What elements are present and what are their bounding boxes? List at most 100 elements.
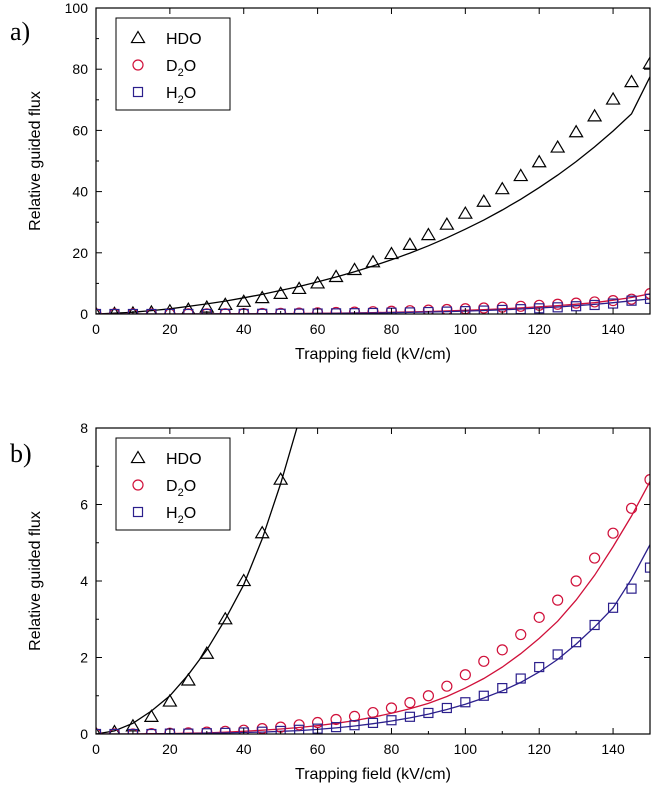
data-point-h2o (404, 307, 416, 314)
data-point-hdo (109, 306, 120, 314)
data-point-d2o (478, 302, 490, 314)
legend-label-h2o: H2O (166, 85, 196, 106)
data-point-hdo (181, 302, 196, 314)
data-point-h2o (441, 306, 452, 314)
data-point-h2o (146, 308, 157, 314)
data-point-d2o (459, 669, 471, 681)
data-point-hdo (568, 124, 584, 138)
data-point-h2o (626, 583, 637, 594)
data-point-d2o (644, 474, 650, 486)
data-point-d2o (533, 611, 545, 623)
data-point-h2o (644, 293, 650, 304)
data-point-h2o (386, 715, 397, 726)
chart-panel-b: b) 0 20 40 60 80 100 120 140 0 2 4 6 8 Trapping field … (10, 420, 651, 783)
data-point-hdo (162, 693, 178, 707)
data-point-h2o (367, 717, 379, 729)
data-point-hdo (254, 290, 270, 304)
data-point-d2o (348, 710, 361, 723)
data-point-d2o (385, 702, 398, 714)
data-point-d2o (422, 690, 434, 702)
data-point-h2o (201, 728, 212, 734)
data-point-hdo (291, 281, 307, 295)
y-tick-label: 80 (72, 61, 88, 77)
data-point-hdo (623, 74, 640, 88)
data-point-h2o (589, 299, 600, 311)
data-point-h2o (478, 305, 489, 314)
x-tick-label: 20 (162, 321, 178, 337)
data-point-hdo (439, 216, 455, 230)
data-point-d2o (312, 716, 324, 729)
data-point-hdo (328, 269, 344, 283)
x-tick-label: 40 (236, 321, 252, 337)
data-point-hdo (217, 611, 233, 625)
data-point-h2o (497, 682, 508, 694)
data-point-h2o (552, 302, 563, 313)
data-point-hdo (476, 194, 492, 207)
data-point-d2o (496, 644, 508, 656)
data-point-hdo (383, 246, 400, 260)
data-point-h2o (127, 308, 139, 314)
legend-marker-hdo (130, 450, 146, 464)
x-tick-label: 80 (384, 321, 400, 337)
legend-label-hdo: HDO (166, 451, 202, 468)
data-point-hdo (365, 254, 381, 268)
fit-line-d2o (96, 293, 650, 314)
panel-label: a) (10, 17, 30, 46)
x-tick-label: 0 (92, 741, 100, 757)
data-point-hdo (236, 294, 252, 307)
data-point-h2o (515, 673, 526, 684)
data-point-d2o (552, 298, 564, 310)
data-point-hdo (96, 306, 101, 314)
data-point-h2o (441, 702, 452, 714)
data-point-d2o (570, 575, 582, 587)
legend-marker-d2o (132, 479, 144, 491)
x-tick-label: 0 (92, 321, 100, 337)
y-tick-label: 4 (80, 573, 88, 589)
data-point-hdo (273, 471, 289, 485)
data-point-d2o (330, 713, 342, 726)
fit-line-h2o (96, 544, 650, 734)
data-point-hdo (605, 91, 621, 105)
data-point-h2o (534, 661, 545, 673)
legend-marker-h2o (132, 506, 144, 518)
data-point-hdo (494, 181, 510, 195)
data-point-h2o (478, 690, 489, 701)
data-point-h2o (146, 728, 157, 734)
data-point-h2o (349, 308, 360, 314)
legend: HDO D2O H2O (115, 17, 231, 111)
data-point-d2o (275, 721, 287, 733)
data-point-hdo (531, 154, 547, 168)
data-point-hdo (125, 718, 141, 732)
data-point-hdo (550, 139, 566, 153)
data-point-h2o (109, 308, 120, 314)
data-point-hdo (108, 724, 121, 734)
y-tick-label: 0 (80, 306, 88, 322)
y-axis-title: Relative guided flux (27, 91, 44, 231)
y-tick-label: 20 (72, 245, 88, 261)
chart-panel-a: a)0 20 40 60 80 100 120 140020406080100Trapping… (10, 0, 651, 363)
data-point-d2o (478, 655, 490, 667)
data-point-h2o (571, 637, 582, 648)
data-point-hdo (513, 168, 529, 182)
data-point-h2o (238, 727, 249, 734)
data-point-h2o (423, 707, 434, 719)
y-tick-label: 0 (80, 726, 88, 742)
data-point-hdo (254, 525, 270, 539)
legend-label-d2o: D2O (166, 58, 196, 79)
data-point-h2o (607, 602, 619, 613)
data-point-hdo (346, 262, 363, 276)
data-point-h2o (404, 711, 416, 722)
y-tick-label: 60 (72, 122, 88, 138)
data-point-d2o (496, 301, 508, 313)
y-tick-label: 40 (72, 184, 88, 200)
x-tick-label: 100 (454, 741, 478, 757)
legend-marker-hdo (130, 30, 146, 44)
data-point-d2o (441, 303, 453, 314)
legend-marker-d2o (132, 59, 144, 71)
x-tick-label: 120 (528, 741, 552, 757)
data-point-h2o (220, 727, 231, 734)
y-tick-label: 100 (65, 0, 89, 16)
data-point-d2o (607, 527, 619, 539)
data-point-d2o (367, 706, 379, 719)
